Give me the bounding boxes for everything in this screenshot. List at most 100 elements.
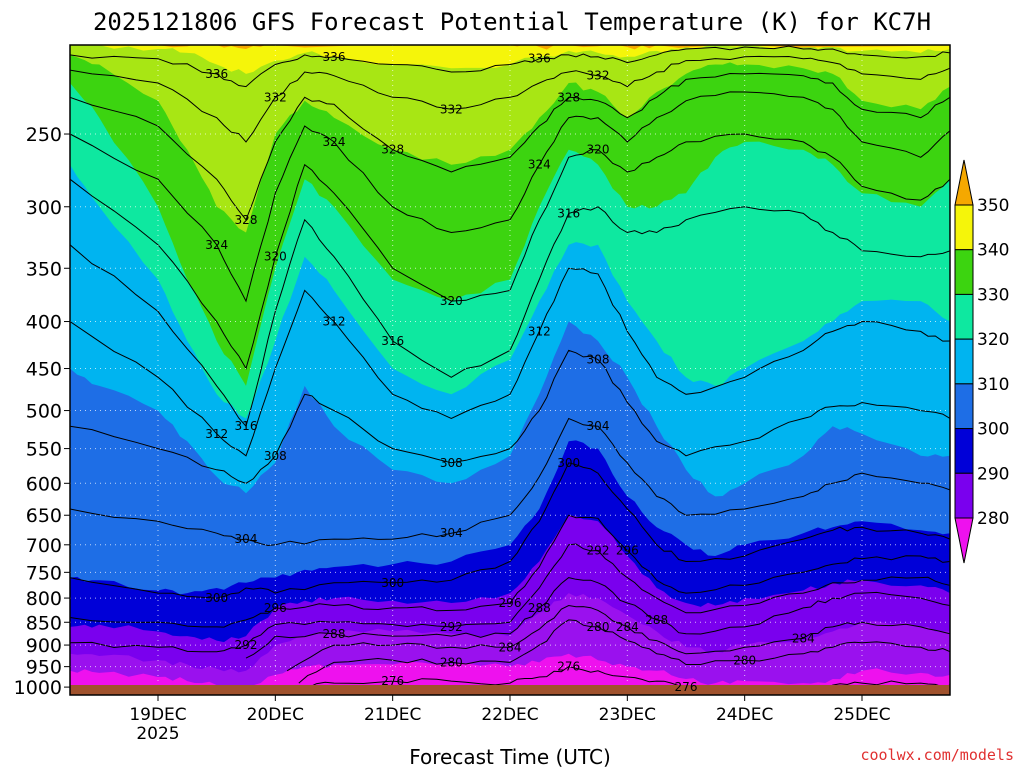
- y-tick-label: 300: [26, 197, 62, 219]
- y-tick-label: 650: [26, 505, 62, 527]
- contour-label: 276: [557, 660, 580, 674]
- contour-label: 280: [587, 620, 610, 634]
- y-tick-label: 700: [26, 535, 62, 557]
- contour-336: [70, 45, 950, 88]
- contour-label: 332: [587, 69, 610, 83]
- contour-label: 316: [557, 206, 580, 220]
- contour-label: 284: [792, 631, 815, 645]
- contour-300: [70, 462, 950, 599]
- colorbar-label: 290: [977, 464, 1009, 484]
- colorbar-segment: [954, 338, 974, 385]
- x-tick-label: 24DEC: [716, 705, 773, 725]
- contour-label: 288: [645, 613, 668, 627]
- y-tick-label: 950: [26, 657, 62, 679]
- contour-label: 284: [616, 620, 639, 634]
- contour-label: 312: [205, 427, 228, 441]
- contour-label: 324: [205, 238, 228, 252]
- contour-label: 336: [205, 67, 228, 81]
- contour-label: 300: [381, 576, 404, 590]
- contour-label: 312: [323, 315, 346, 329]
- chart-title: 2025121806 GFS Forecast Potential Temper…: [93, 8, 931, 36]
- y-tick-label: 1000: [14, 677, 62, 699]
- colorbar-segment: [954, 472, 974, 519]
- contour-label: 288: [323, 627, 346, 641]
- colorbar-label: 280: [977, 509, 1009, 529]
- colorbar-label: 320: [977, 330, 1009, 350]
- y-axis: 2503003504004505005506006507007508008509…: [14, 124, 70, 699]
- contour-label: 308: [264, 449, 287, 463]
- x-axis-label: Forecast Time (UTC): [409, 745, 611, 768]
- colorbar-label: 330: [977, 285, 1009, 305]
- band-9: [70, 45, 950, 74]
- contour-label: 280: [440, 655, 463, 669]
- contour-label: 304: [440, 526, 463, 540]
- colorbar-label: 340: [977, 241, 1009, 261]
- contour-label: 320: [440, 294, 463, 308]
- contour-label: 288: [528, 601, 551, 615]
- contour-label: 328: [235, 213, 258, 227]
- contour-label: 328: [557, 90, 580, 104]
- contour-284: [286, 604, 950, 672]
- contour-line-group: [70, 45, 950, 692]
- y-tick-label: 850: [26, 612, 62, 634]
- contour-label: 296: [264, 601, 287, 615]
- contour-label: 300: [205, 591, 228, 605]
- band-10: [70, 45, 950, 50]
- band-8: [70, 45, 950, 233]
- contour-320: [70, 133, 950, 370]
- colorbar-segment: [954, 293, 974, 340]
- y-tick-label: 900: [26, 635, 62, 657]
- colorbar-arrow-top: [954, 159, 974, 206]
- colorbar-label: 310: [977, 375, 1009, 395]
- contour-276: [298, 666, 950, 692]
- colorbar-label: 300: [977, 420, 1009, 440]
- y-tick-label: 350: [26, 258, 62, 280]
- x-tick-label: 22DEC: [481, 705, 538, 725]
- ground-strip: [70, 685, 950, 695]
- colorbar-segment: [954, 383, 974, 430]
- x-tick-label: 20DEC: [247, 705, 304, 725]
- x-tick-label: 25DEC: [833, 705, 890, 725]
- contour-label: 320: [587, 143, 610, 157]
- contour-312: [70, 267, 950, 457]
- y-tick-label: 400: [26, 312, 62, 334]
- credit-text: coolwx.com/models: [860, 746, 1014, 764]
- y-tick-label: 500: [26, 401, 62, 423]
- y-tick-label: 550: [26, 439, 62, 461]
- contour-308: [70, 349, 950, 484]
- colorbar-segment: [954, 428, 974, 474]
- contour-label: 336: [323, 50, 346, 64]
- contour-label: 276: [381, 674, 404, 688]
- contour-label: 328: [381, 143, 404, 157]
- contour-label: 316: [381, 334, 404, 348]
- y-tick-label: 800: [26, 588, 62, 610]
- y-tick-label: 750: [26, 562, 62, 584]
- contour-label: 300: [557, 456, 580, 470]
- colorbar-arrow-bottom: [954, 517, 974, 564]
- contour-label: 280: [733, 653, 756, 667]
- contour-label: 308: [440, 456, 463, 470]
- x-tick-label: 23DEC: [599, 705, 656, 725]
- contour-332: [70, 55, 950, 143]
- contour-304: [70, 417, 950, 547]
- colorbar-segment: [954, 249, 974, 295]
- y-tick-label: 450: [26, 359, 62, 381]
- contour-316: [70, 206, 950, 428]
- colorbar: 350 340 330 320 310 300 290 280: [954, 159, 1009, 564]
- contour-label: 324: [323, 135, 346, 149]
- colorbar-label: 350: [977, 196, 1009, 216]
- colorbar-segment: [954, 204, 974, 251]
- contour-label: 336: [528, 52, 551, 66]
- contour-label-group: 276 276 276 280 280 280 284 284 284 288 288 288 292 2…: [205, 50, 815, 694]
- contour-328: [70, 72, 950, 221]
- contour-label: 276: [675, 680, 698, 694]
- contour-296: [70, 514, 950, 628]
- contour-label: 312: [528, 324, 551, 338]
- contour-label: 304: [587, 419, 610, 433]
- contour-label: 332: [264, 90, 287, 104]
- contour-label: 292: [440, 620, 463, 634]
- x-tick-sublabel: 2025: [136, 724, 179, 744]
